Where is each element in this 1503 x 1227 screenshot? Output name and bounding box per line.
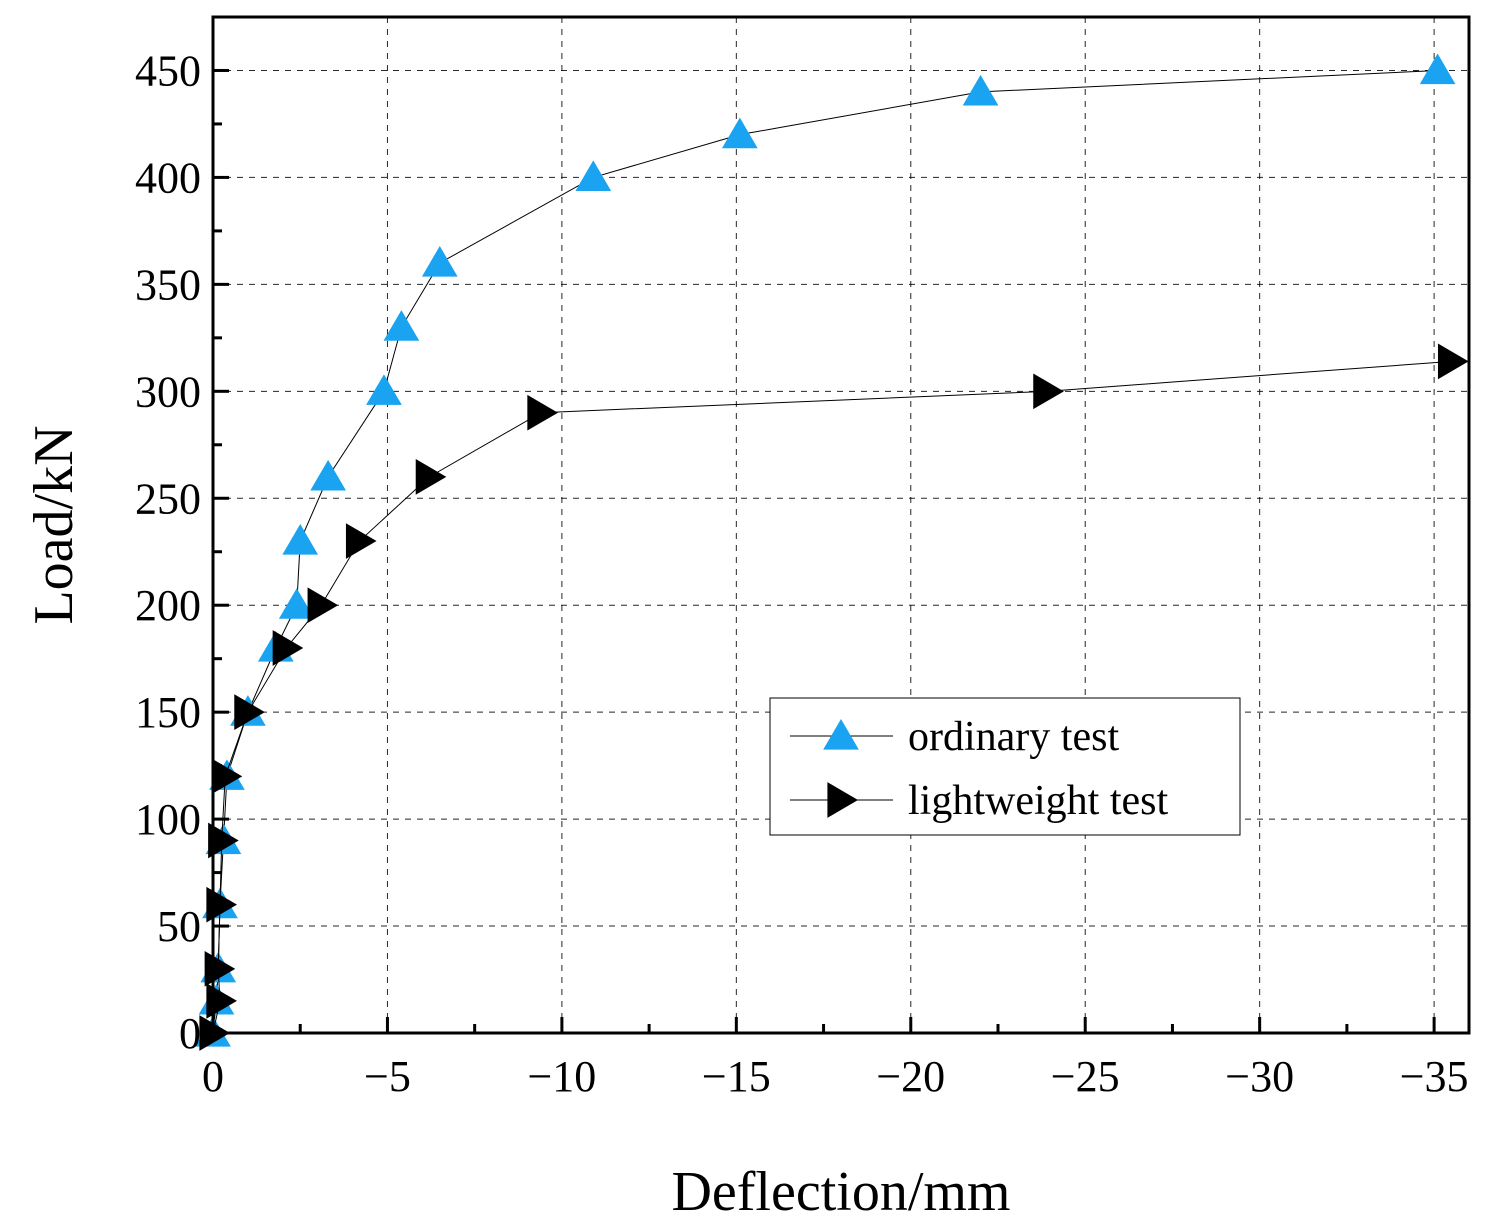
legend-box <box>769 697 1241 836</box>
series-line-lightweight-test <box>212 360 1452 1034</box>
data-point-lightweight-test <box>307 587 339 624</box>
series-layer <box>195 53 1469 1051</box>
series-lightweight-test <box>199 343 1469 1051</box>
x-tick-label: −15 <box>702 1052 771 1101</box>
tick-label-layer: 0 −5 −10 −15 −20 −25 −30 −35 0 50 100 150 200 250 300 3… <box>135 46 1469 1101</box>
y-tick-label: 200 <box>135 581 201 630</box>
y-tick-label: 450 <box>135 46 201 95</box>
data-point-lightweight-test <box>345 523 377 559</box>
series-ordinary-test <box>195 53 1456 1047</box>
legend-label-ordinary-test: ordinary test <box>908 714 1119 760</box>
data-point-lightweight-test <box>272 630 304 666</box>
data-point-ordinary-test <box>278 588 315 619</box>
data-point-lightweight-test <box>415 459 447 495</box>
y-tick-label: 100 <box>135 795 201 844</box>
legend-label-lightweight-test: lightweight test <box>908 778 1168 824</box>
tick-layer <box>211 68 1436 1035</box>
y-tick-label: 50 <box>157 902 201 951</box>
series-line-ordinary-test <box>212 69 1438 1034</box>
data-point-ordinary-test <box>575 160 612 192</box>
y-tick-label: 300 <box>135 367 201 416</box>
legend: ordinary test lightweight test <box>769 697 1241 836</box>
legend-marker-lightweight-test <box>827 782 858 818</box>
data-point-ordinary-test <box>1419 53 1456 85</box>
grid-layer <box>213 17 1469 1033</box>
plot-frame <box>211 15 1471 1035</box>
y-tick-label: 250 <box>135 474 201 523</box>
data-point-lightweight-test <box>234 694 265 731</box>
data-point-ordinary-test <box>962 74 999 106</box>
data-point-ordinary-test <box>310 459 346 491</box>
x-tick-label: −20 <box>876 1052 945 1101</box>
x-axis-title: Deflection/mm <box>671 1161 1010 1223</box>
y-tick-label: 0 <box>179 1009 201 1058</box>
y-axis-title: Load/kN <box>23 425 85 624</box>
data-point-ordinary-test <box>383 310 420 341</box>
y-tick-label: 150 <box>135 688 201 737</box>
legend-marker-ordinary-test <box>823 719 859 750</box>
data-point-lightweight-test <box>211 758 243 795</box>
x-tick-label: −30 <box>1225 1052 1294 1101</box>
x-tick-label: 0 <box>202 1052 224 1101</box>
data-point-lightweight-test <box>527 394 558 431</box>
data-point-ordinary-test <box>366 374 402 405</box>
data-point-ordinary-test <box>421 245 458 277</box>
data-point-lightweight-test <box>1033 373 1064 410</box>
y-tick-label: 350 <box>135 260 201 309</box>
x-tick-label: −10 <box>527 1052 596 1101</box>
x-tick-label: −25 <box>1051 1052 1120 1101</box>
data-point-lightweight-test <box>208 822 239 859</box>
x-tick-label: −35 <box>1400 1052 1469 1101</box>
data-point-ordinary-test <box>282 524 319 555</box>
y-tick-label: 400 <box>135 153 201 202</box>
x-tick-label: −5 <box>364 1052 411 1101</box>
data-point-lightweight-test <box>1437 343 1469 380</box>
data-point-ordinary-test <box>721 117 758 149</box>
